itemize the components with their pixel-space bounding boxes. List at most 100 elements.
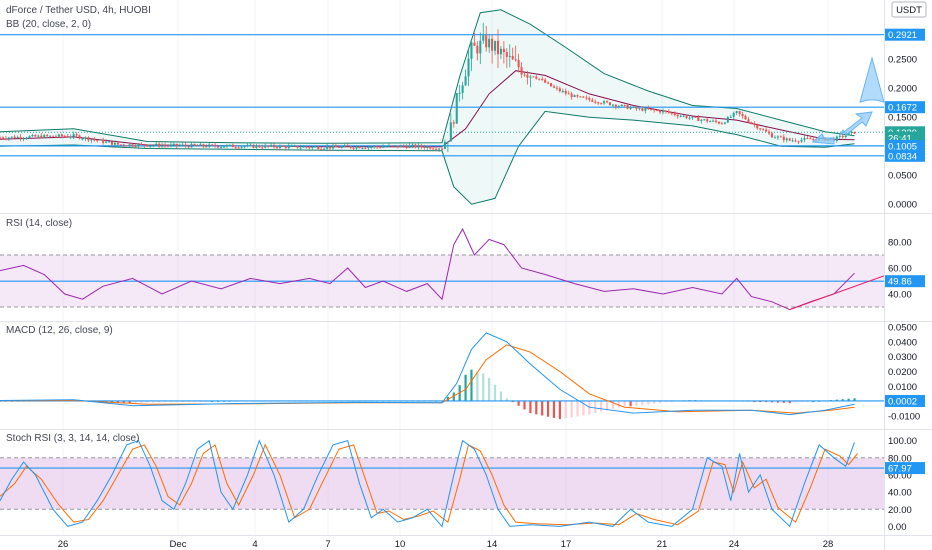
candle-body [735, 111, 738, 113]
candle-body [594, 101, 597, 103]
candle-body [458, 92, 461, 94]
forecast-arrow-up-icon [859, 56, 885, 103]
candle-body [782, 136, 785, 141]
candle-body [768, 131, 771, 134]
candle-body [476, 45, 479, 54]
macd-histogram-bar [175, 401, 178, 403]
stoch-rsi-pane[interactable] [0, 439, 884, 528]
candle-body [720, 123, 723, 125]
macd-histogram-bar [664, 401, 668, 403]
macd-histogram-bar [541, 401, 544, 416]
candle-body [334, 145, 337, 147]
candle-body [0, 137, 2, 139]
macd-histogram-bar [499, 391, 503, 402]
price-tag-label: 49.86 [888, 277, 912, 288]
price-axis[interactable]: 0.00000.05000.10000.15000.20000.250040.0… [888, 55, 920, 533]
candle-body [99, 139, 102, 141]
candle-body [564, 90, 567, 94]
macd-histogram-bar [558, 401, 561, 420]
macd-line [0, 332, 855, 416]
candle-body [399, 145, 402, 148]
price-pane[interactable] [0, 9, 884, 205]
macd-histogram-bar [440, 401, 444, 403]
macd-tick-label: 0.0400 [888, 337, 917, 348]
candle-body [420, 145, 423, 147]
candle-body [225, 145, 228, 147]
macd-histogram-bar [576, 401, 579, 417]
candle-body [547, 82, 550, 84]
stoch-tick-label: 40.00 [888, 488, 912, 499]
macd-histogram-bar [435, 401, 438, 403]
candle-body [682, 115, 685, 117]
macd-histogram-bar [535, 401, 538, 415]
macd-histogram-bar [181, 401, 184, 403]
candle-body [797, 141, 800, 143]
time-tick-label: Dec [170, 539, 187, 550]
macd-tick-label: 0.0300 [888, 352, 917, 363]
price-tag-label: 26:41 [888, 133, 912, 144]
candle-body [747, 119, 750, 123]
candle-body [10, 136, 13, 138]
macd-histogram-bar [452, 392, 455, 402]
price-tag-label: 0.1005 [888, 141, 917, 152]
candle-body [423, 146, 426, 149]
candle-body [717, 121, 721, 124]
candle-body [773, 137, 777, 139]
candle-body [149, 145, 152, 147]
candle-body [529, 76, 532, 78]
candle-body [538, 78, 541, 80]
candle-body [175, 143, 178, 146]
candle-body [585, 97, 588, 99]
candle-body [146, 145, 149, 147]
macd-histogram-bar [776, 401, 780, 403]
macd-histogram-bar [747, 401, 750, 402]
candle-body [573, 95, 576, 98]
candle-body [158, 143, 161, 147]
candle-body [343, 145, 346, 147]
chart-title: dForce / Tether USD, 4h, HUOBI [6, 5, 151, 16]
candle-body [190, 144, 193, 148]
candle-body [647, 108, 650, 110]
candle-body [847, 133, 850, 136]
price-tag-label: 67.97 [888, 464, 912, 475]
price-tag-label: 0.2921 [888, 30, 917, 41]
candle-body [576, 95, 579, 97]
time-tick-label: 17 [561, 539, 572, 550]
candle-body [443, 141, 446, 149]
macd-histogram-bar [128, 401, 131, 404]
candle-body [57, 134, 60, 137]
candle-body [290, 145, 293, 147]
macd-histogram-bar [116, 401, 119, 403]
candle-body [402, 145, 405, 147]
currency-badge[interactable] [891, 1, 927, 18]
candle-body [535, 76, 538, 79]
macd-histogram-bar [647, 401, 650, 405]
macd-histogram-bar [588, 401, 591, 415]
candle-body [34, 135, 37, 137]
candle-body [591, 99, 594, 102]
stoch-tick-label: 0.00 [888, 522, 907, 533]
macd-pane[interactable] [0, 332, 884, 420]
candle-body [137, 144, 140, 147]
time-tick-label: 7 [325, 539, 330, 550]
candle-body [715, 120, 718, 122]
candle-body [166, 145, 169, 147]
macd-histogram-bar [134, 401, 137, 404]
candle-body [844, 135, 847, 138]
candle-body [788, 138, 791, 141]
candle-body [700, 119, 703, 121]
candle-body [52, 135, 55, 137]
candle-body [222, 146, 225, 148]
candle-body [432, 148, 435, 150]
time-axis[interactable]: 26 Dec 4 7 10 14 17 21 24 28 [58, 539, 834, 550]
macd-histogram-bar [163, 401, 167, 403]
rsi-tick-label: 60.00 [888, 264, 912, 275]
candle-body [196, 145, 199, 147]
candle-body [134, 146, 137, 148]
macd-histogram-bar [765, 401, 768, 403]
candle-body [37, 135, 40, 137]
candle-body [440, 148, 444, 150]
candle-body [346, 145, 349, 147]
rsi-pane[interactable] [0, 227, 884, 311]
